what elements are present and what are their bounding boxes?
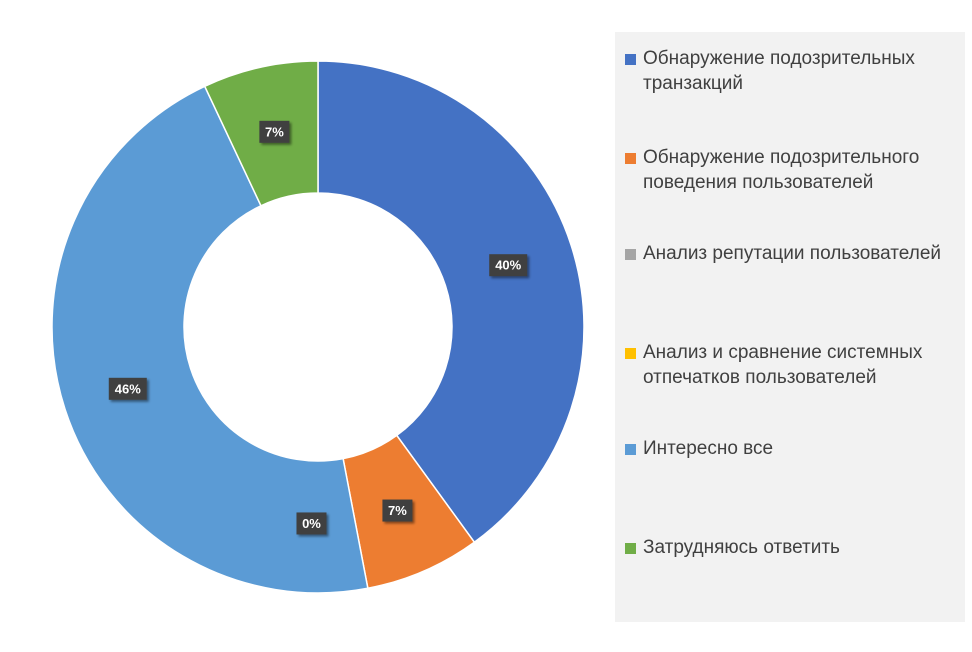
data-label-text: 7% <box>388 503 407 518</box>
data-label-text: 0% <box>302 516 321 531</box>
data-label: 46% <box>108 377 147 400</box>
legend-item: Анализ и сравнение системных отпечатков … <box>625 340 963 390</box>
chart-legend: Обнаружение подозрительных транзакций Об… <box>615 32 965 622</box>
data-label-text: 7% <box>265 124 284 139</box>
donut-slice <box>317 60 585 544</box>
data-label-box <box>259 120 290 143</box>
legend-swatch <box>625 543 636 554</box>
legend-label: Затрудняюсь ответить <box>643 537 840 558</box>
legend-swatch <box>625 249 636 260</box>
legend-label: Анализ репутации пользователей <box>643 243 941 264</box>
legend-swatch <box>625 348 636 359</box>
legend-item: Затрудняюсь ответить <box>625 535 963 560</box>
legend-item: Анализ репутации пользователей <box>625 241 963 266</box>
data-label-text: 46% <box>115 381 141 396</box>
data-label: 7% <box>259 120 290 143</box>
data-label: 40% <box>489 254 528 277</box>
data-label: 7% <box>382 499 413 522</box>
legend-item: Обнаружение подозрительного поведения по… <box>625 145 963 195</box>
data-label-box <box>296 512 327 535</box>
legend-swatch <box>625 54 636 65</box>
data-label-box <box>382 499 413 522</box>
legend-label: Анализ и сравнение системных отпечатков … <box>643 342 923 388</box>
data-label-box <box>489 254 528 277</box>
data-label-box <box>108 377 147 400</box>
legend-item: Интересно все <box>625 436 963 461</box>
legend-label: Обнаружение подозрительного поведения по… <box>643 147 920 193</box>
legend-label: Интересно все <box>643 438 774 459</box>
legend-swatch <box>625 444 636 455</box>
legend-swatch <box>625 153 636 164</box>
legend-label: Обнаружение подозрительных транзакций <box>643 48 915 94</box>
data-label: 0% <box>296 512 327 535</box>
legend-item: Обнаружение подозрительных транзакций <box>625 46 963 96</box>
donut-slice <box>51 85 369 594</box>
data-label-text: 40% <box>495 258 521 273</box>
